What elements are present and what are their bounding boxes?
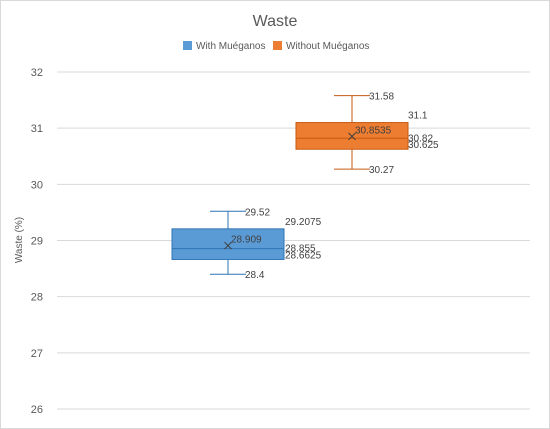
label-min-1: 30.27: [369, 165, 394, 176]
y-tick-label-31: 31: [31, 123, 43, 135]
legend: With Muéganos Without Muéganos: [183, 41, 369, 52]
label-min-0: 28.4: [245, 270, 265, 281]
y-tick-label-27: 27: [31, 348, 43, 360]
label-max-0: 29.52: [245, 207, 270, 218]
legend-swatch-1: [273, 41, 282, 50]
label-mean-1: 30.8535: [355, 125, 392, 136]
label-median-0: 28.855: [285, 244, 316, 255]
gridlines: [57, 71, 530, 410]
y-tick-label-26: 26: [31, 404, 43, 416]
y-tick-label-28: 28: [31, 292, 43, 304]
label-q3-1: 31.1: [408, 111, 428, 122]
y-tick-label-30: 30: [31, 179, 43, 191]
mean-marker-b-0: [224, 241, 232, 250]
label-median-1: 30.82: [408, 133, 433, 144]
box-rect-0: [171, 228, 285, 260]
chart-title: Waste: [253, 13, 298, 30]
y-tick-label-29: 29: [31, 236, 43, 248]
y-tick-label-32: 32: [31, 67, 43, 79]
label-q3-0: 29.2075: [285, 217, 322, 228]
legend-swatch-0: [183, 41, 192, 50]
mean-marker-b-1: [348, 132, 356, 141]
y-axis-ticks: 26 27 28 29 30 31 32: [31, 67, 43, 416]
label-q1-1: 30.625: [408, 140, 439, 151]
label-mean-0: 28.909: [231, 235, 262, 246]
y-axis-title: Waste (%): [14, 217, 25, 263]
legend-label-0: With Muéganos: [196, 41, 265, 52]
label-max-1: 31.58: [369, 92, 394, 103]
label-q1-0: 28.6625: [285, 250, 322, 261]
legend-label-1: Without Muéganos: [286, 41, 369, 52]
